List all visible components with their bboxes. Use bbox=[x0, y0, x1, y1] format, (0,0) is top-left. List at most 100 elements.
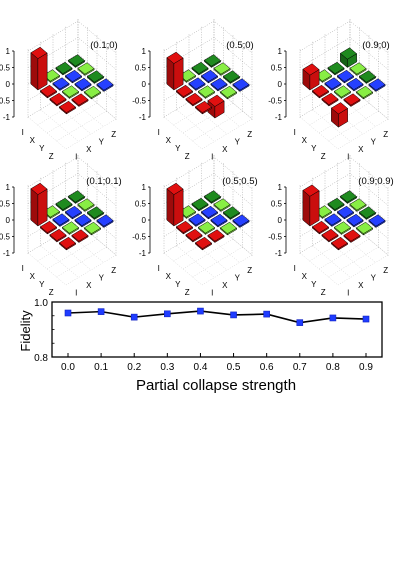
panel-title: (0.1;0) bbox=[90, 40, 117, 51]
col-basis-label: X bbox=[358, 281, 364, 290]
row-basis-label: Z bbox=[321, 152, 326, 161]
row-basis-label: Y bbox=[175, 280, 181, 289]
matrix-bar bbox=[39, 220, 58, 235]
matrix-bar bbox=[77, 62, 95, 77]
matrix-bar bbox=[67, 190, 86, 205]
matrix-bar bbox=[71, 93, 89, 108]
x-tick-label: 0.2 bbox=[127, 362, 141, 373]
matrix-bar bbox=[210, 77, 228, 92]
x-tick-label: 0.1 bbox=[94, 362, 108, 373]
z-tick-label: 0.5 bbox=[271, 64, 283, 73]
matrix-bar bbox=[194, 100, 213, 115]
matrix-bar bbox=[30, 46, 48, 91]
matrix-bar bbox=[219, 85, 238, 100]
x-tick-label: 0.5 bbox=[227, 362, 241, 373]
matrix-bar bbox=[207, 229, 225, 244]
matrix-bar bbox=[166, 182, 184, 227]
row-basis-label: I bbox=[158, 264, 160, 273]
row-basis-label: I bbox=[22, 264, 24, 273]
fidelity-series bbox=[64, 307, 370, 326]
matrix-bar bbox=[52, 77, 70, 92]
x-tick-label: 0.3 bbox=[160, 362, 174, 373]
z-tick-label: 1 bbox=[278, 47, 283, 56]
matrix-bar bbox=[188, 213, 206, 228]
row-basis-label: Z bbox=[185, 152, 190, 161]
z-tick-label: 0 bbox=[142, 216, 147, 225]
z-tick-label: 0 bbox=[278, 80, 283, 89]
col-basis-label: I bbox=[75, 152, 77, 161]
z-tick-label: -1 bbox=[139, 113, 147, 122]
matrix-bar bbox=[58, 100, 77, 115]
z-tick-label: 1 bbox=[142, 183, 147, 192]
col-basis-label: I bbox=[211, 152, 213, 161]
z-tick-label: 0 bbox=[6, 216, 11, 225]
matrix-bar bbox=[358, 70, 377, 85]
x-tick-label: 0.0 bbox=[61, 362, 75, 373]
matrix-bar bbox=[55, 61, 73, 76]
matrix-bar bbox=[166, 51, 184, 91]
matrix-bar bbox=[55, 197, 73, 212]
z-tick-label: -1 bbox=[275, 113, 283, 122]
z-tick-label: 0.5 bbox=[0, 200, 11, 209]
matrix-bar bbox=[339, 47, 358, 69]
col-basis-label: I bbox=[75, 288, 77, 297]
col-basis-label: Y bbox=[371, 137, 377, 146]
matrix-bar bbox=[194, 236, 213, 251]
matrix-bar bbox=[197, 221, 216, 236]
col-basis-label: X bbox=[86, 145, 92, 154]
z-tick-label: 0.5 bbox=[135, 64, 147, 73]
z-tick-label: -1 bbox=[139, 249, 147, 258]
matrix-bars bbox=[166, 51, 250, 119]
matrix-bar bbox=[213, 198, 231, 213]
panel-title: (0.5;0.5) bbox=[222, 176, 257, 187]
row-basis-label: Z bbox=[321, 288, 326, 297]
row-basis-label: I bbox=[294, 128, 296, 137]
matrix-bar bbox=[178, 69, 197, 84]
matrix-bar bbox=[346, 77, 364, 92]
matrix-bar bbox=[197, 85, 216, 100]
fidelity-chart: 0.0 0.1 0.2 0.3 0.4 0.5 0.6 0.7 0.8 0.9 0.8 1.0 Par… bbox=[18, 298, 383, 394]
matrix-bar bbox=[333, 85, 352, 100]
matrix-bar bbox=[343, 229, 361, 244]
matrix-bar bbox=[330, 102, 349, 128]
fidelity-point bbox=[197, 307, 204, 315]
col-basis-label: I bbox=[211, 288, 213, 297]
z-tick-label: 1 bbox=[142, 47, 147, 56]
matrix-bar bbox=[336, 205, 355, 220]
row-basis-label: X bbox=[30, 136, 36, 145]
row-basis-label: X bbox=[302, 136, 308, 145]
col-basis-label: X bbox=[222, 145, 228, 154]
col-basis-label: Y bbox=[235, 273, 241, 282]
matrix-bars bbox=[166, 182, 250, 251]
col-basis-label: X bbox=[86, 281, 92, 290]
z-tick-label: -0.5 bbox=[132, 233, 146, 242]
fidelity-point bbox=[97, 308, 105, 315]
fidelity-point bbox=[263, 310, 270, 318]
matrix-bar bbox=[96, 78, 114, 93]
matrix-bar bbox=[346, 213, 364, 228]
z-tick-label: 0 bbox=[6, 80, 11, 89]
matrix-bar bbox=[77, 198, 95, 213]
x-tick-label: 0.8 bbox=[326, 362, 340, 373]
z-tick-label: 0 bbox=[278, 216, 283, 225]
matrix-bars bbox=[302, 184, 386, 251]
matrix-bar bbox=[203, 190, 222, 205]
matrix-bar bbox=[175, 84, 194, 99]
z-tick-label: 1 bbox=[6, 47, 11, 56]
fidelity-point bbox=[230, 311, 237, 319]
row-basis-label: X bbox=[166, 136, 172, 145]
x-tick-label: 0.6 bbox=[260, 362, 274, 373]
row-basis-label: Y bbox=[175, 144, 181, 153]
matrix-bar bbox=[343, 93, 361, 108]
x-axis-label: Partial collapse strength bbox=[136, 377, 296, 394]
panel-title: (0.9;0) bbox=[362, 40, 389, 51]
process-matrix-panels: 10.50-0.5-1IIXXYYZZ(0.1;0)10.50-0.5-1IIX… bbox=[0, 19, 394, 297]
matrix-bar bbox=[210, 213, 228, 228]
row-basis-label: X bbox=[302, 272, 308, 281]
z-tick-label: 1 bbox=[278, 183, 283, 192]
z-tick-label: -0.5 bbox=[0, 233, 11, 242]
col-basis-label: Y bbox=[99, 137, 105, 146]
